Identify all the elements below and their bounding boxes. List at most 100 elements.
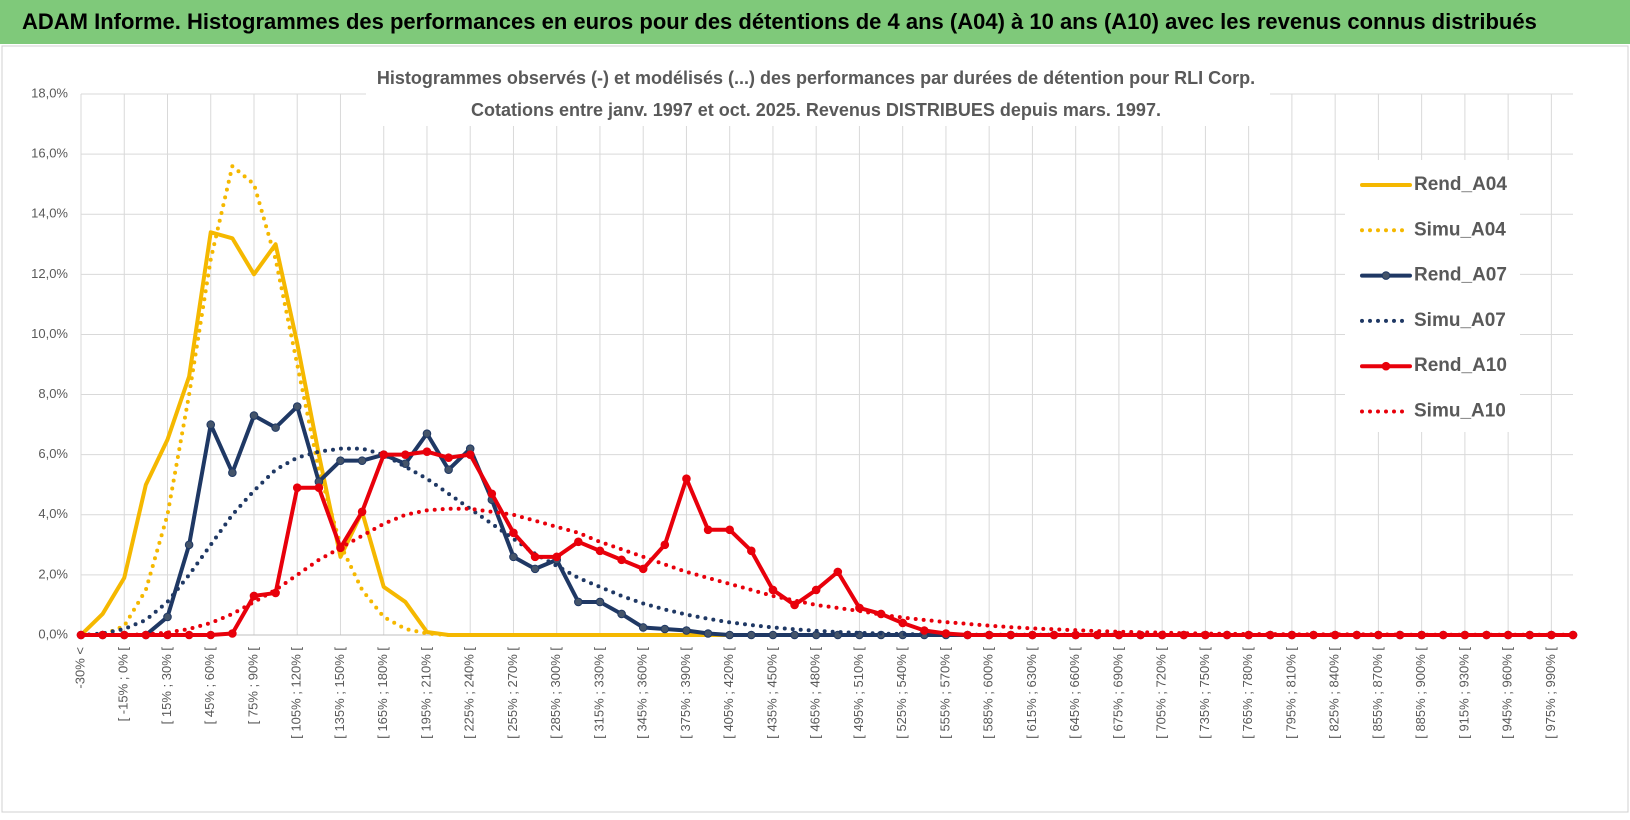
point xyxy=(249,591,259,601)
x-tick-label: [ 225% ; 240% [ xyxy=(462,647,477,739)
x-tick-label: [ 315% ; 330% [ xyxy=(591,647,606,739)
point xyxy=(574,537,583,547)
point xyxy=(747,546,756,556)
series-line xyxy=(79,404,1575,637)
point xyxy=(509,528,518,538)
y-tick-label: 16,0% xyxy=(31,146,68,161)
subtitle: Histogrammes observés (-) et modélisés (… xyxy=(377,68,1255,88)
y-tick-label: 4,0% xyxy=(38,506,68,521)
chart-border xyxy=(1,45,1629,813)
y-tick-label: 14,0% xyxy=(31,206,68,221)
legend-marker xyxy=(1381,271,1391,280)
x-tick-label: [ 705% ; 720% [ xyxy=(1154,647,1169,739)
x-tick-label: [ 885% ; 900% [ xyxy=(1413,647,1428,739)
x-tick-label: [ 765% ; 780% [ xyxy=(1240,647,1255,739)
x-tick-label: [ 555% ; 570% [ xyxy=(937,647,952,739)
x-tick-label: [ 975% ; 990% [ xyxy=(1543,647,1558,739)
point xyxy=(184,540,194,550)
point xyxy=(898,618,907,628)
point xyxy=(379,450,389,459)
point xyxy=(595,546,605,556)
point xyxy=(206,630,216,640)
point xyxy=(401,450,410,459)
x-tick-label: [ 795% ; 810% [ xyxy=(1283,647,1298,739)
point xyxy=(357,507,367,517)
point xyxy=(682,474,691,484)
subtitle-bg xyxy=(366,62,1270,126)
x-tick-label: [ 465% ; 480% [ xyxy=(808,647,823,739)
y-tick-label: 12,0% xyxy=(31,266,68,281)
x-tick-label: [ 345% ; 360% [ xyxy=(635,647,650,739)
legend-bg xyxy=(1345,160,1520,432)
point xyxy=(1114,630,1124,640)
point xyxy=(444,465,453,474)
point xyxy=(638,623,648,632)
point xyxy=(790,630,799,640)
x-tick-label: [ 915% ; 930% [ xyxy=(1456,647,1471,739)
point xyxy=(768,585,778,595)
series-line xyxy=(79,506,1575,637)
x-tick-label: [ 195% ; 210% [ xyxy=(418,647,433,739)
point xyxy=(1006,630,1016,640)
series xyxy=(76,164,1578,640)
point xyxy=(292,402,302,411)
x-tick-label: [ 675% ; 690% [ xyxy=(1110,647,1125,739)
point xyxy=(703,629,713,638)
title-bar xyxy=(0,0,1630,44)
point xyxy=(790,600,799,610)
x-tick-label: [ 495% ; 510% [ xyxy=(851,647,866,739)
y-tick-label: 8,0% xyxy=(38,386,68,401)
point xyxy=(1049,630,1059,640)
x-tick-label: [ 165% ; 180% [ xyxy=(375,647,390,739)
point xyxy=(184,630,194,640)
legend-label: Rend_A07 xyxy=(1414,265,1507,286)
y-tick-label: 6,0% xyxy=(38,446,68,461)
point xyxy=(530,564,540,574)
legend-label: Simu_A10 xyxy=(1414,401,1506,422)
legend: Rend_A04 Simu_A04 Rend_A07 Simu_A07 Rend_A10… xyxy=(1360,174,1507,422)
y-tick-label: 2,0% xyxy=(38,566,68,581)
y-tick-label: 0,0% xyxy=(38,626,68,641)
point xyxy=(1028,630,1037,640)
point xyxy=(747,630,756,640)
x-tick-label: [ 585% ; 600% [ xyxy=(981,647,996,739)
point xyxy=(271,423,280,432)
y-tick-label: 10,0% xyxy=(31,326,68,341)
point xyxy=(682,626,691,635)
point xyxy=(941,629,951,638)
point xyxy=(833,567,843,577)
x-tick-label: [ -15% ; 0% [ xyxy=(116,647,131,722)
point xyxy=(552,552,562,562)
x-tick-label: [ 105% ; 120% [ xyxy=(289,647,304,739)
point xyxy=(617,609,626,619)
x-tick-label: [ 525% ; 540% [ xyxy=(894,647,909,739)
grid: 0,0% 2,0% 4,0% 6,0% 8,0% 10,0% 12,0% 14,0% 16,0%… xyxy=(31,85,1573,739)
point xyxy=(228,468,237,478)
point xyxy=(963,630,972,640)
point xyxy=(574,597,583,607)
legend-label: Rend_A10 xyxy=(1414,355,1507,376)
x-tick-label: [ 15% ; 30% [ xyxy=(159,647,174,725)
x-tick-label: [ 435% ; 450% [ xyxy=(764,647,779,739)
legend-label: Simu_A04 xyxy=(1414,219,1506,240)
point xyxy=(509,552,518,562)
legend-label: Simu_A07 xyxy=(1414,310,1506,331)
x-tick-label: -30% < xyxy=(72,647,87,689)
point xyxy=(811,585,821,595)
point xyxy=(703,525,713,535)
point xyxy=(1071,630,1080,640)
point xyxy=(660,540,670,550)
point xyxy=(465,450,475,459)
point xyxy=(487,489,497,499)
point xyxy=(768,630,778,640)
x-tick-label: [ 855% ; 870% [ xyxy=(1370,647,1385,739)
x-tick-label: [ 945% ; 960% [ xyxy=(1500,647,1515,739)
point xyxy=(984,630,994,640)
point xyxy=(444,453,453,462)
y-tick-label: 18,0% xyxy=(31,85,68,100)
point xyxy=(249,411,259,420)
point xyxy=(292,483,302,493)
legend-label: Rend_A04 xyxy=(1414,174,1507,195)
